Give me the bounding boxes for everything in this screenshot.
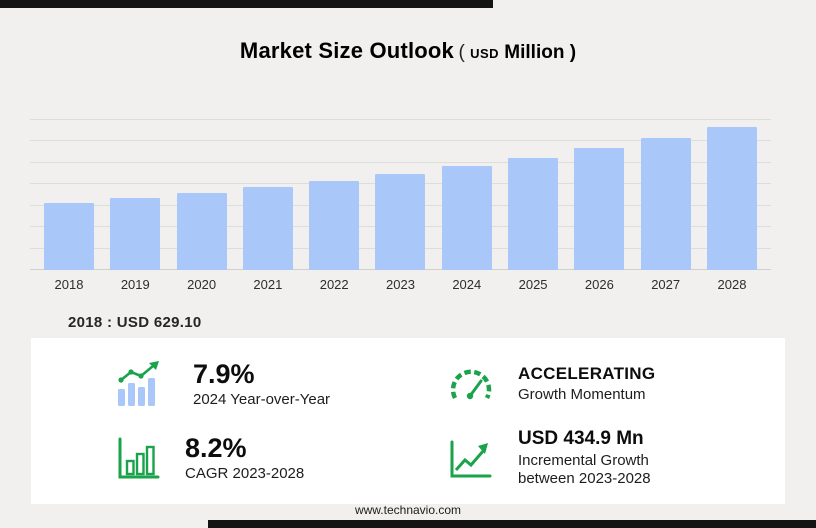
bar-2023 (375, 173, 426, 270)
x-axis-label-2018: 2018 (54, 277, 84, 292)
x-axis-label-2022: 2022 (319, 277, 349, 292)
x-axis-label-2025: 2025 (518, 277, 548, 292)
page-title-main: Market Size Outlook (239, 38, 454, 63)
x-axis-label-2028: 2028 (717, 277, 747, 292)
x-axis-label-2019: 2019 (120, 277, 150, 292)
stat-label: Incremental Growth between 2023-2028 (518, 451, 651, 488)
stat-value: ACCELERATING (518, 364, 656, 384)
market-size-chart (30, 119, 771, 270)
bar-growth-icon (115, 361, 169, 409)
x-axis-label-2023: 2023 (386, 277, 415, 292)
bar-2022 (309, 180, 360, 270)
chart-annotation-2018: 2018 : USD 629.10 (68, 314, 202, 331)
gridline (30, 140, 771, 142)
bar-2028 (706, 127, 757, 270)
bar-2024 (441, 165, 492, 270)
stat-yoy-growth: 7.9% 2024 Year-over-Year (31, 348, 408, 422)
bar-2019 (110, 197, 161, 270)
bottom-accent-band (208, 520, 816, 528)
gridline (30, 119, 771, 120)
x-axis-label-2027: 2027 (651, 277, 681, 292)
bar-2020 (176, 192, 227, 270)
bar-2018 (44, 202, 94, 270)
title-unit-currency: USD (470, 46, 500, 61)
speedometer-icon (448, 365, 494, 405)
bar-2025 (508, 157, 559, 270)
stats-panel: 7.9% 2024 Year-over-Year ACCELERATING Gr… (31, 338, 785, 504)
x-axis-label-2021: 2021 (253, 277, 283, 292)
bar-2027 (640, 138, 691, 270)
top-accent-band (0, 0, 493, 8)
stat-incremental-growth: USD 434.9 Mn Incremental Growth between … (408, 422, 785, 496)
stat-growth-momentum: ACCELERATING Growth Momentum (408, 348, 785, 422)
x-axis-label-2020: 2020 (187, 277, 217, 292)
stat-value: USD 434.9 Mn (518, 427, 644, 449)
stats-grid: 7.9% 2024 Year-over-Year ACCELERATING Gr… (31, 338, 785, 504)
chart-x-labels: 2018 2019 2020 2021 2022 2023 2024 2025 2026 2027… (44, 277, 757, 292)
chart-bars (44, 120, 757, 270)
bar-2026 (574, 148, 625, 270)
footer-url: www.technavio.com (354, 503, 462, 517)
stat-cagr: 8.2% CAGR 2023-2028 (31, 422, 408, 496)
stat-label: Growth Momentum (518, 386, 646, 404)
title-unit-open: ( (458, 42, 471, 63)
stat-label: 2024 Year-over-Year (193, 391, 331, 409)
growth-arrow-icon (448, 438, 494, 480)
gridline (30, 161, 771, 163)
x-axis-label-2026: 2026 (584, 277, 614, 292)
bar-2021 (242, 186, 293, 270)
stat-value: 8.2% (185, 432, 247, 463)
x-axis-label-2024: 2024 (452, 277, 482, 292)
stat-label: CAGR 2023-2028 (185, 465, 305, 483)
stat-value: 7.9% (193, 358, 255, 389)
cagr-chart-icon (115, 436, 161, 482)
title-unit-rest: Million ) (499, 42, 577, 63)
page-title: Market Size Outlook ( USD Million ) (0, 38, 816, 64)
